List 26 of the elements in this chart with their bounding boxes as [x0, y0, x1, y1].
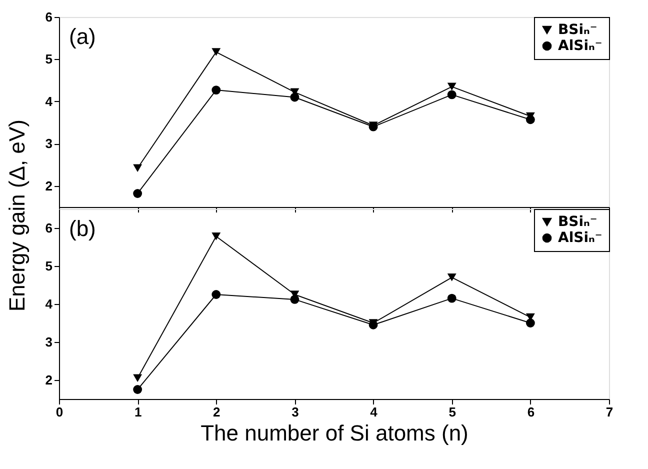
y-tick-label: 2: [45, 178, 52, 194]
y-tick-label: 4: [45, 94, 54, 109]
y-tick-label: 4: [45, 296, 54, 312]
y-tick-label: 3: [45, 334, 52, 350]
y-tick-label: 6: [45, 10, 52, 24]
x-tick-label: 7: [606, 404, 614, 420]
annotation: (b): [69, 216, 96, 241]
legend-label: BSiₙ⁻: [558, 22, 598, 38]
y-tick-label: 6: [45, 220, 52, 236]
legend-label: BSiₙ⁻: [558, 214, 598, 230]
x-tick-label: 6: [527, 404, 535, 420]
y-tick-label: 5: [45, 258, 52, 274]
x-axis-title: The number of Si atoms (n): [200, 420, 468, 446]
y-tick-label: 2: [45, 372, 52, 388]
legend-label: AlSiₙ⁻: [558, 38, 602, 54]
x-tick-label: 0: [56, 404, 64, 420]
x-tick-label: 4: [370, 404, 378, 420]
y-tick-label: 3: [45, 136, 52, 152]
y-axis-title: Energy gain (Δ, eV): [4, 119, 30, 312]
x-tick-label: 5: [448, 404, 456, 420]
y-tick-label: 5: [45, 52, 52, 67]
x-tick-label: 2: [213, 404, 220, 420]
x-tick-label: 1: [134, 404, 142, 420]
x-tick-label: 3: [292, 404, 299, 420]
annotation: (a): [69, 24, 96, 49]
legend-label: AlSiₙ⁻: [558, 230, 602, 246]
